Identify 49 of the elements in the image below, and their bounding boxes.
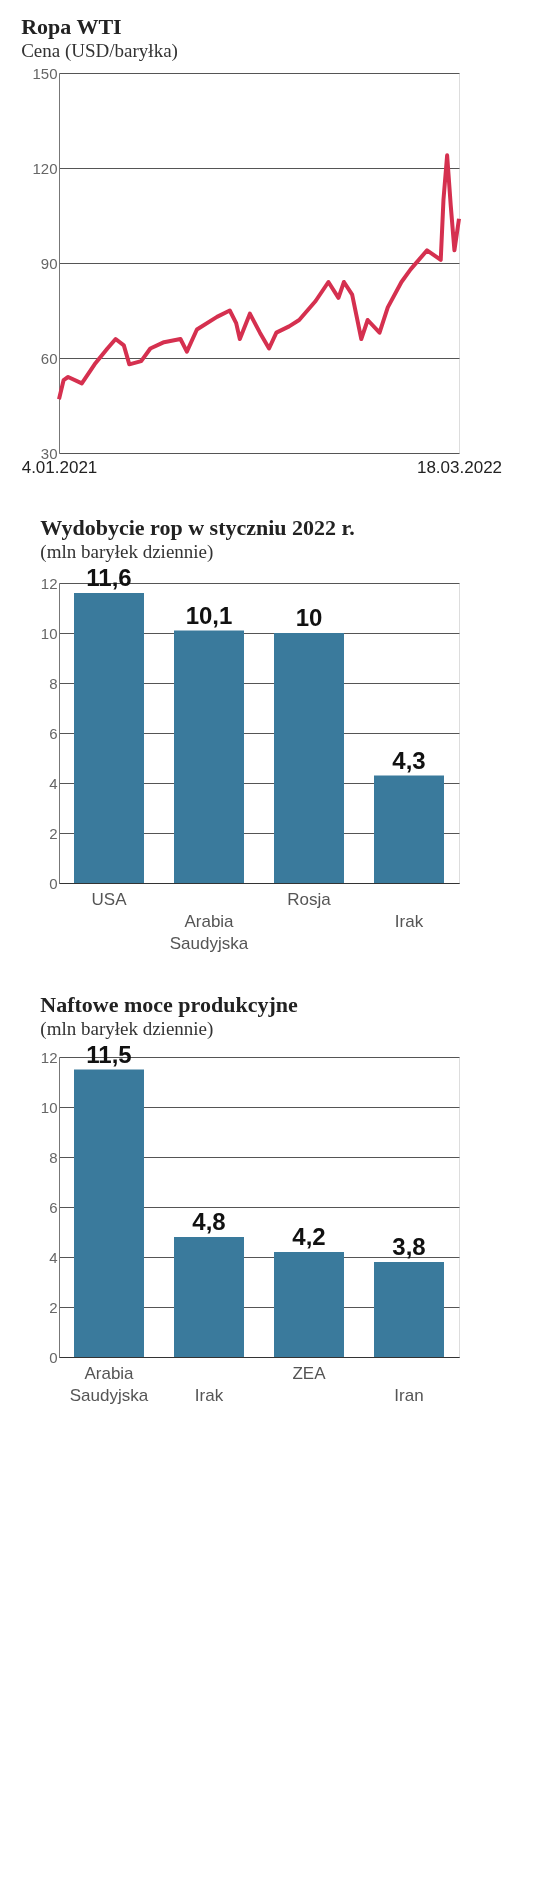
text: 10 [295,604,323,631]
bar [74,593,144,883]
chart-subtitle: Cena (USD/baryłka) [21,40,178,62]
y-tick-label: 10 [40,624,58,642]
bar [374,775,444,883]
x-tick-label: Arabia Saudyjska [69,1363,149,1405]
text: 4,3 [392,746,426,774]
y-tick-label: 120 [32,159,58,177]
bar [174,630,244,883]
x-tick-label: Arabia Saudyjska [169,911,249,953]
y-tick-label: 30 [40,444,58,462]
x-tick-label: ZEA [292,1363,327,1383]
x-tick-label: USA [91,889,128,909]
x-tick-label: Rosja [287,889,332,909]
y-tick-label: 150 [32,64,58,82]
chart-title: Wydobycie rop w styczniu 2022 r. [40,515,355,540]
y-tick-label: 6 [49,1198,58,1216]
text: 10,1 [185,601,233,629]
y-tick-label: 10 [40,1098,58,1116]
line-series [57,153,461,402]
y-tick-label: 4 [49,774,58,792]
y-tick-label: 0 [49,874,58,892]
chart-subtitle: (mln baryłek dziennie) [40,1017,214,1040]
x-tick-label: Irak [394,911,424,931]
y-tick-label: 12 [40,574,58,592]
y-tick-label: 12 [40,1048,58,1066]
y-tick-label: 8 [49,674,58,692]
text: 3,8 [392,1233,426,1260]
y-tick-label: 8 [49,1148,58,1166]
bar [274,1252,344,1357]
chart-subtitle: (mln baryłek dziennie) [40,541,214,563]
x-tick-label: Iran [394,1385,424,1405]
chart-title: Ropa WTI [21,14,122,39]
y-tick-label: 4 [49,1248,58,1266]
bar [274,633,344,883]
y-tick-label: 60 [40,349,58,367]
bar [174,1237,244,1357]
y-tick-label: 90 [40,254,58,272]
text: 4,8 [192,1208,226,1235]
bar [74,1069,144,1357]
y-tick-label: 6 [49,724,58,742]
y-tick-label: 0 [49,1348,58,1366]
text: 4,2 [292,1223,326,1250]
x-tick-label: 18.03.2022 [416,457,503,477]
x-tick-label: Irak [194,1385,224,1405]
y-tick-label: 2 [49,1298,58,1316]
y-tick-label: 2 [49,824,58,842]
chart-title: Naftowe moce produkcyjne [40,991,298,1017]
bar [374,1262,444,1357]
